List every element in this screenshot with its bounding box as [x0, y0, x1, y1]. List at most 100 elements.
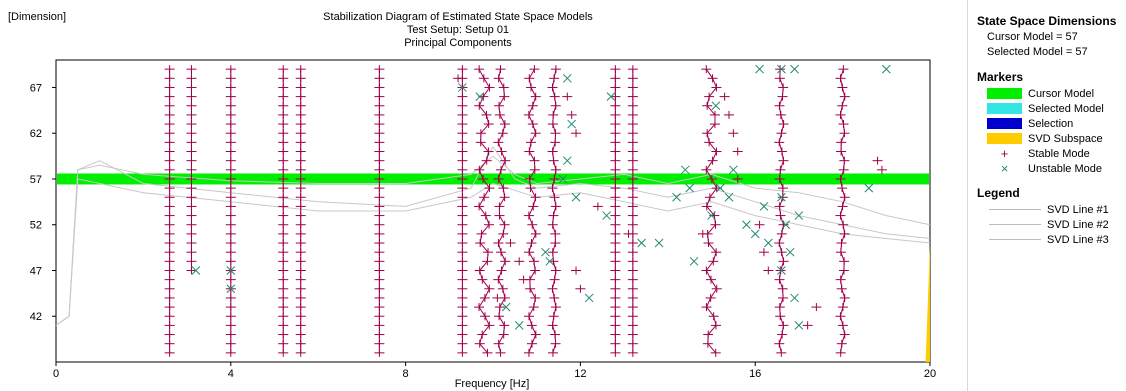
- unstable-mode: [777, 266, 786, 275]
- unstable-mode: [689, 256, 699, 266]
- chart-subtitle-components: Principal Components: [404, 37, 512, 49]
- unstable-mode-b: [864, 183, 874, 193]
- stable-column-trace: [839, 69, 846, 353]
- stable-mode: [776, 348, 787, 357]
- unstable-mode-b: [777, 266, 786, 275]
- marker-label: Unstable Mode: [1028, 162, 1102, 175]
- unstable-mode: [790, 293, 799, 303]
- marker-swatch: [987, 103, 1022, 114]
- unstable-mode-b: [755, 64, 764, 74]
- marker-swatch: [987, 133, 1022, 144]
- marker-label: Selected Model: [1028, 102, 1104, 115]
- unstable-mode: [777, 64, 786, 74]
- unstable-mode-b: [715, 183, 725, 193]
- dimensions-title: State Space Dimensions: [977, 14, 1117, 28]
- stable-column-trace: [497, 69, 506, 353]
- marker-swatch: [987, 118, 1022, 129]
- stable-mode: [474, 65, 485, 74]
- unstable-mode: [794, 321, 804, 330]
- unstable-mode: [191, 266, 201, 275]
- stable-mode: [566, 110, 577, 119]
- unstable-mode-b: [458, 83, 467, 92]
- x-axis-label: Frequency [Hz]: [455, 378, 530, 390]
- stable-mode: [710, 348, 721, 357]
- unstable-mode-b: [881, 64, 891, 74]
- stable-mode: [562, 92, 573, 101]
- stable-mode: [482, 348, 493, 357]
- unstable-mode: [672, 192, 681, 202]
- stable-mode: [571, 129, 582, 138]
- unstable-mode-b: [728, 165, 738, 175]
- stable-column-trace: [528, 68, 537, 353]
- stable-mode: [763, 266, 774, 275]
- stable-mode: [758, 248, 769, 257]
- dimension-label: [Dimension]: [8, 11, 66, 23]
- unstable-mode-b: [794, 321, 804, 330]
- unstable-mode-b: [562, 156, 572, 166]
- x-tick-label: 8: [403, 368, 409, 380]
- stable-mode: [697, 229, 708, 238]
- unstable-mode-b: [785, 247, 795, 257]
- markers-list: Cursor Model Selected Model Selection SVD S…: [977, 86, 1122, 176]
- legend-list: SVD Line #1 SVD Line #2 SVD Line #3: [977, 202, 1122, 247]
- plot-area[interactable]: 0 4 8 12 16 20 42 47 52 57 62 67: [30, 59, 936, 380]
- stable-mode: [492, 293, 503, 302]
- unstable-mode-b: [711, 101, 721, 111]
- unstable-mode-b: [191, 266, 201, 275]
- unstable-mode-b: [226, 266, 236, 275]
- unstable-mode: [755, 64, 764, 74]
- marker-row: + Stable Mode: [987, 146, 1122, 161]
- stable-mode: [876, 165, 887, 174]
- panel-divider: [967, 0, 968, 391]
- cursor-model-band: [57, 173, 929, 185]
- unstable-mode: [680, 165, 690, 175]
- marker-label: Stable Mode: [1028, 147, 1090, 160]
- unstable-mode: [226, 284, 236, 294]
- unstable-mode-b: [707, 211, 716, 220]
- unstable-mode: [728, 165, 738, 175]
- stable-mode: [732, 174, 743, 183]
- unstable-mode: [606, 92, 616, 101]
- stable-mode: [529, 65, 540, 74]
- stable-mode: [514, 257, 525, 266]
- legend-label: SVD Line #1: [1047, 203, 1109, 216]
- unstable-mode-b: [777, 64, 786, 74]
- unstable-mode-b: [777, 192, 786, 202]
- unstable-mode: [567, 119, 577, 129]
- legend-row: SVD Line #1: [987, 202, 1122, 217]
- x-tick-label: 4: [228, 368, 234, 380]
- stable-column-trace: [478, 68, 491, 354]
- marker-glyph: ×: [1000, 161, 1009, 176]
- marker-row: Cursor Model: [987, 86, 1122, 101]
- unstable-mode-b: [226, 284, 236, 294]
- marker-row: SVD Subspace: [987, 131, 1122, 146]
- y-tick-label: 47: [30, 265, 42, 277]
- legend-label: SVD Line #3: [1047, 233, 1109, 246]
- chart-title: Stabilization Diagram of Estimated State…: [323, 11, 593, 23]
- y-tick-label: 42: [30, 311, 42, 323]
- stabilization-chart[interactable]: [Dimension] Stabilization Diagram of Est…: [0, 0, 960, 391]
- side-panel: State Space Dimensions Cursor Model = 57…: [977, 14, 1122, 247]
- marker-glyph: +: [1000, 146, 1009, 161]
- unstable-mode: [742, 220, 751, 230]
- unstable-mode-b: [514, 321, 524, 330]
- unstable-mode: [785, 247, 795, 257]
- unstable-mode: [501, 302, 511, 312]
- unstable-mode-b: [759, 202, 769, 211]
- unstable-mode-b: [602, 211, 611, 220]
- svd-line-3: [55, 178, 931, 326]
- unstable-mode-b: [680, 165, 690, 175]
- unstable-mode-b: [558, 174, 568, 184]
- unstable-mode: [571, 192, 581, 202]
- marker-label: SVD Subspace: [1028, 132, 1103, 145]
- stable-mode: [802, 321, 813, 330]
- unstable-mode: [759, 202, 769, 211]
- stable-mode: [495, 65, 506, 74]
- x-tick-label: 0: [53, 368, 59, 380]
- stable-mode: [723, 110, 734, 119]
- unstable-mode-b: [724, 192, 734, 202]
- y-tick-label: 67: [30, 82, 42, 94]
- stable-mode: [571, 266, 582, 275]
- unstable-mode: [794, 211, 804, 220]
- unstable-mode: [881, 64, 891, 74]
